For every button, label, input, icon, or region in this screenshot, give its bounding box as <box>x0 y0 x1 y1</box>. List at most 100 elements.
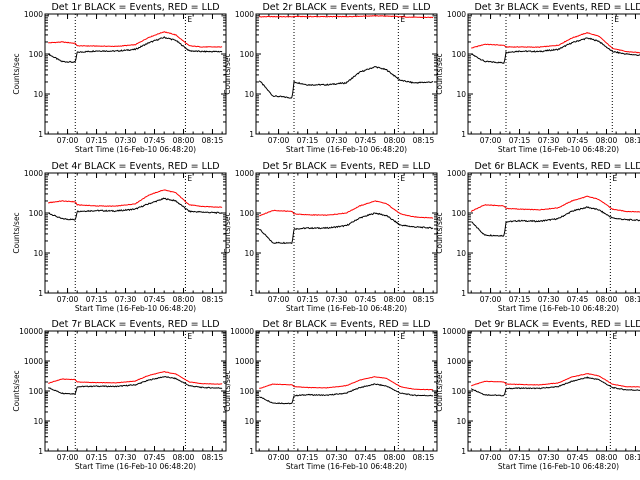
x-tick-label: 07:30 <box>115 295 137 304</box>
panel-title: Det 4r BLACK = Events, RED = LLD <box>51 161 219 172</box>
series-events-line <box>48 197 223 221</box>
x-axis-label: Start Time (16-Feb-10 06:48:20) <box>75 304 196 313</box>
x-tick-label: 08:15 <box>413 295 435 304</box>
detector-panel-2: Det 2r BLACK = Events, RED = LLD 1 10 100 10… <box>223 2 438 154</box>
series-events-line <box>470 376 640 397</box>
y-tick-label: 1000 <box>235 10 254 19</box>
y-tick-label: 1000 <box>24 10 43 19</box>
series-events-line <box>259 383 434 405</box>
x-tick-label: 08:15 <box>413 136 435 145</box>
series-lld-line <box>470 195 640 213</box>
detector-panel-8: Det 8r BLACK = Events, RED = LLD 1 10 100 10… <box>223 319 438 471</box>
x-tick-label: 07:00 <box>57 453 79 462</box>
panel-title: Det 7r BLACK = Events, RED = LLD <box>51 319 219 330</box>
x-axis-label: Start Time (16-Feb-10 06:48:20) <box>75 462 196 471</box>
x-tick-label: 08:00 <box>173 295 195 304</box>
x-axis-label: Start Time (16-Feb-10 06:48:20) <box>498 462 619 471</box>
plot-frame <box>255 172 438 294</box>
y-tick-label: 10 <box>456 417 466 426</box>
x-tick-label: 08:15 <box>625 136 640 145</box>
x-tick-label: 07:45 <box>567 136 589 145</box>
y-tick-label: 1000 <box>447 169 466 178</box>
plot-frame <box>467 13 640 135</box>
series-events-line <box>258 212 434 245</box>
detector-panel-6: Det 6r BLACK = Events, RED = LLD 1 10 100 10… <box>435 161 640 313</box>
time-marker-label: E <box>400 15 405 24</box>
y-tick-label: 1 <box>249 289 254 298</box>
y-tick-label: 1 <box>461 130 466 139</box>
y-axis-label: Counts/sec <box>435 53 444 94</box>
series-events-line <box>47 376 223 395</box>
y-tick-label: 10 <box>456 90 466 99</box>
series-lld-line <box>47 189 223 208</box>
detector-panel-4: Det 4r BLACK = Events, RED = LLD 1 10 100 10… <box>12 161 227 313</box>
time-marker-label: E <box>187 332 192 341</box>
x-tick-label: 08:00 <box>173 136 195 145</box>
x-tick-label: 07:00 <box>268 295 290 304</box>
series-lld-line <box>259 200 434 219</box>
y-tick-label: 1 <box>249 447 254 456</box>
x-tick-label: 07:00 <box>480 295 502 304</box>
time-marker-label: E <box>614 15 619 24</box>
y-tick-label: 1000 <box>447 357 466 366</box>
x-axis-label: Start Time (16-Feb-10 06:48:20) <box>75 145 196 154</box>
y-tick-label: 10 <box>33 417 43 426</box>
x-tick-label: 08:00 <box>596 295 618 304</box>
x-tick-label: 07:45 <box>144 453 166 462</box>
plot-frame <box>44 330 227 452</box>
x-tick-label: 08:00 <box>173 453 195 462</box>
x-tick-label: 07:15 <box>297 136 319 145</box>
x-tick-label: 07:45 <box>355 453 377 462</box>
panel-title: Det 3r BLACK = Events, RED = LLD <box>474 2 640 13</box>
x-tick-label: 07:30 <box>538 136 560 145</box>
x-tick-label: 07:30 <box>326 136 348 145</box>
x-tick-label: 07:30 <box>115 136 137 145</box>
y-tick-label: 1 <box>461 289 466 298</box>
x-axis-label: Start Time (16-Feb-10 06:48:20) <box>286 462 407 471</box>
y-axis-label: Counts/sec <box>223 212 232 253</box>
x-tick-label: 08:15 <box>202 295 224 304</box>
detector-panel-5: Det 5r BLACK = Events, RED = LLD 1 10 100 10… <box>223 161 438 313</box>
y-axis-label: Counts/sec <box>12 212 21 253</box>
panel-title: Det 1r BLACK = Events, RED = LLD <box>51 2 219 13</box>
panel-title: Det 9r BLACK = Events, RED = LLD <box>474 319 640 330</box>
x-axis-label: Start Time (16-Feb-10 06:48:20) <box>498 145 619 154</box>
x-tick-label: 07:15 <box>297 295 319 304</box>
series-lld-line <box>471 373 640 388</box>
y-tick-label: 1 <box>38 289 43 298</box>
y-tick-label: 100 <box>29 387 44 396</box>
x-tick-label: 07:15 <box>509 136 531 145</box>
y-tick-label: 1 <box>38 447 43 456</box>
panel-title: Det 5r BLACK = Events, RED = LLD <box>262 161 430 172</box>
x-tick-label: 08:00 <box>596 136 618 145</box>
y-tick-label: 100 <box>452 50 467 59</box>
x-tick-label: 07:30 <box>538 295 560 304</box>
plot-frame <box>255 330 438 452</box>
x-axis-label: Start Time (16-Feb-10 06:48:20) <box>286 304 407 313</box>
y-axis-label: Counts/sec <box>435 370 444 411</box>
detector-panel-7: Det 7r BLACK = Events, RED = LLD 1 10 100 10… <box>12 319 227 471</box>
y-tick-label: 100 <box>240 209 255 218</box>
time-marker-label: E <box>612 332 617 341</box>
y-tick-label: 100 <box>452 209 467 218</box>
x-tick-label: 07:15 <box>509 453 531 462</box>
y-axis-label: Counts/sec <box>435 212 444 253</box>
y-tick-label: 10 <box>244 90 254 99</box>
y-tick-label: 100 <box>240 387 255 396</box>
series-events-line <box>258 65 434 99</box>
plot-frame <box>467 330 640 452</box>
x-tick-label: 08:00 <box>596 453 618 462</box>
y-tick-label: 10 <box>244 249 254 258</box>
y-tick-label: 100 <box>240 50 255 59</box>
x-tick-label: 07:45 <box>355 136 377 145</box>
y-tick-label: 10 <box>456 249 466 258</box>
x-tick-label: 07:00 <box>57 136 79 145</box>
x-tick-label: 07:00 <box>480 453 502 462</box>
x-tick-label: 07:30 <box>538 453 560 462</box>
x-tick-label: 07:15 <box>297 453 319 462</box>
x-tick-label: 07:00 <box>480 136 502 145</box>
time-marker-label: E <box>400 332 405 341</box>
time-marker-label: E <box>612 174 617 183</box>
y-tick-label: 1 <box>38 130 43 139</box>
